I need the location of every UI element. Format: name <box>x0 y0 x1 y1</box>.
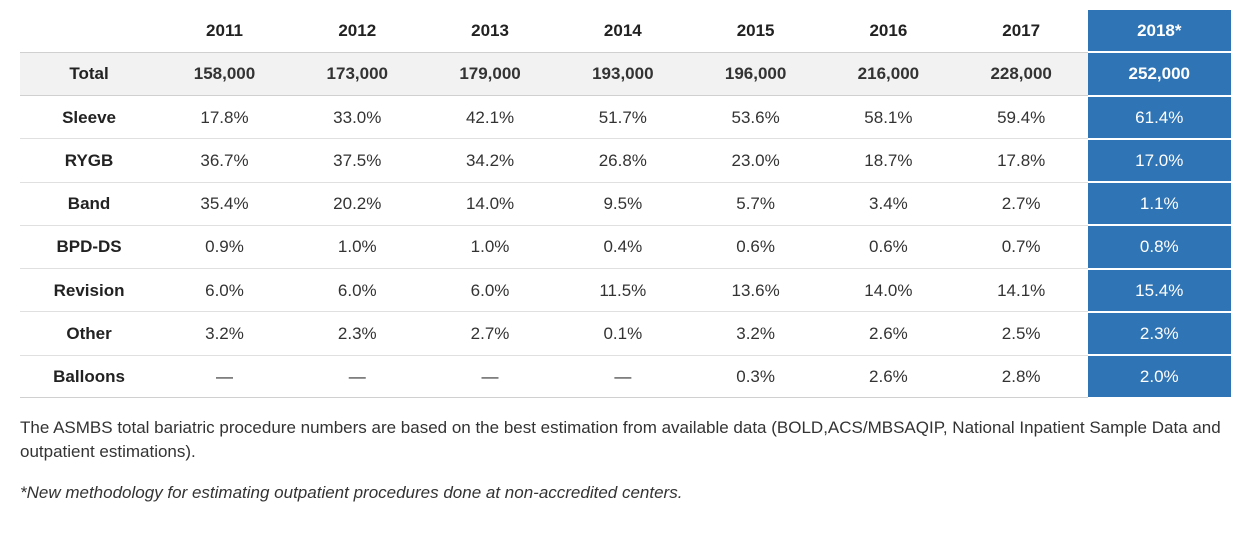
data-cell: 1.0% <box>424 225 557 268</box>
data-cell: 11.5% <box>556 269 689 312</box>
total-cell: 193,000 <box>556 52 689 95</box>
data-cell: 58.1% <box>822 96 955 139</box>
data-cell: — <box>291 355 424 397</box>
total-cell: 216,000 <box>822 52 955 95</box>
table-row: BPD-DS 0.9% 1.0% 1.0% 0.4% 0.6% 0.6% 0.7… <box>20 225 1231 268</box>
table-row: Band 35.4% 20.2% 14.0% 9.5% 5.7% 3.4% 2.… <box>20 182 1231 225</box>
total-cell: 228,000 <box>955 52 1088 95</box>
data-cell: 0.1% <box>556 312 689 355</box>
data-cell-highlight: 2.3% <box>1088 312 1231 355</box>
year-header-highlight: 2018* <box>1088 10 1231 52</box>
data-cell: — <box>424 355 557 397</box>
year-header: 2016 <box>822 10 955 52</box>
data-cell: 9.5% <box>556 182 689 225</box>
data-cell: 6.0% <box>291 269 424 312</box>
data-cell: 2.6% <box>822 312 955 355</box>
procedures-table: 2011 2012 2013 2014 2015 2016 2017 2018*… <box>20 10 1231 398</box>
total-cell: 179,000 <box>424 52 557 95</box>
total-row: Total 158,000 173,000 179,000 193,000 19… <box>20 52 1231 95</box>
row-label: Revision <box>20 269 158 312</box>
data-cell: 0.6% <box>822 225 955 268</box>
year-header: 2014 <box>556 10 689 52</box>
row-label: BPD-DS <box>20 225 158 268</box>
data-cell: 5.7% <box>689 182 822 225</box>
data-cell: 23.0% <box>689 139 822 182</box>
total-cell-highlight: 252,000 <box>1088 52 1231 95</box>
row-label: Band <box>20 182 158 225</box>
table-header-row: 2011 2012 2013 2014 2015 2016 2017 2018* <box>20 10 1231 52</box>
data-cell: 0.9% <box>158 225 291 268</box>
table-row: Balloons — — — — 0.3% 2.6% 2.8% 2.0% <box>20 355 1231 397</box>
data-cell-highlight: 0.8% <box>1088 225 1231 268</box>
total-cell: 196,000 <box>689 52 822 95</box>
data-cell: 51.7% <box>556 96 689 139</box>
data-cell: 6.0% <box>158 269 291 312</box>
data-cell-highlight: 61.4% <box>1088 96 1231 139</box>
data-cell: 3.2% <box>158 312 291 355</box>
data-cell: 1.0% <box>291 225 424 268</box>
data-cell: 13.6% <box>689 269 822 312</box>
total-label: Total <box>20 52 158 95</box>
data-cell: 20.2% <box>291 182 424 225</box>
data-cell-highlight: 1.1% <box>1088 182 1231 225</box>
table-row: Revision 6.0% 6.0% 6.0% 11.5% 13.6% 14.0… <box>20 269 1231 312</box>
year-header: 2015 <box>689 10 822 52</box>
data-cell: 14.1% <box>955 269 1088 312</box>
row-label: RYGB <box>20 139 158 182</box>
data-cell: 0.6% <box>689 225 822 268</box>
data-cell: 59.4% <box>955 96 1088 139</box>
row-label: Balloons <box>20 355 158 397</box>
data-cell: — <box>556 355 689 397</box>
data-cell: 37.5% <box>291 139 424 182</box>
year-header: 2012 <box>291 10 424 52</box>
header-blank <box>20 10 158 52</box>
data-cell: 0.3% <box>689 355 822 397</box>
data-cell-highlight: 2.0% <box>1088 355 1231 397</box>
year-header: 2011 <box>158 10 291 52</box>
data-cell: 26.8% <box>556 139 689 182</box>
data-cell: 35.4% <box>158 182 291 225</box>
note-line-2: *New methodology for estimating outpatie… <box>20 481 1231 506</box>
data-cell: 14.0% <box>822 269 955 312</box>
data-cell-highlight: 15.4% <box>1088 269 1231 312</box>
data-cell: 2.7% <box>424 312 557 355</box>
row-label: Sleeve <box>20 96 158 139</box>
data-cell: 14.0% <box>424 182 557 225</box>
table-container: 2011 2012 2013 2014 2015 2016 2017 2018*… <box>0 0 1251 542</box>
data-cell: 18.7% <box>822 139 955 182</box>
data-cell: 2.3% <box>291 312 424 355</box>
year-header: 2013 <box>424 10 557 52</box>
data-cell: 0.4% <box>556 225 689 268</box>
year-header: 2017 <box>955 10 1088 52</box>
table-notes: The ASMBS total bariatric procedure numb… <box>20 416 1231 506</box>
table-row: Other 3.2% 2.3% 2.7% 0.1% 3.2% 2.6% 2.5%… <box>20 312 1231 355</box>
table-row: Sleeve 17.8% 33.0% 42.1% 51.7% 53.6% 58.… <box>20 96 1231 139</box>
total-cell: 158,000 <box>158 52 291 95</box>
data-cell: 42.1% <box>424 96 557 139</box>
data-cell: 53.6% <box>689 96 822 139</box>
data-cell: 17.8% <box>955 139 1088 182</box>
data-cell: 3.2% <box>689 312 822 355</box>
row-label: Other <box>20 312 158 355</box>
data-cell: 34.2% <box>424 139 557 182</box>
data-cell: 2.6% <box>822 355 955 397</box>
note-line-1: The ASMBS total bariatric procedure numb… <box>20 416 1231 465</box>
data-cell: 17.8% <box>158 96 291 139</box>
data-cell: 0.7% <box>955 225 1088 268</box>
table-row: RYGB 36.7% 37.5% 34.2% 26.8% 23.0% 18.7%… <box>20 139 1231 182</box>
data-cell: 33.0% <box>291 96 424 139</box>
data-cell: 2.8% <box>955 355 1088 397</box>
data-cell: 3.4% <box>822 182 955 225</box>
data-cell: 36.7% <box>158 139 291 182</box>
data-cell: 6.0% <box>424 269 557 312</box>
data-cell: 2.7% <box>955 182 1088 225</box>
data-cell: 2.5% <box>955 312 1088 355</box>
data-cell-highlight: 17.0% <box>1088 139 1231 182</box>
total-cell: 173,000 <box>291 52 424 95</box>
data-cell: — <box>158 355 291 397</box>
